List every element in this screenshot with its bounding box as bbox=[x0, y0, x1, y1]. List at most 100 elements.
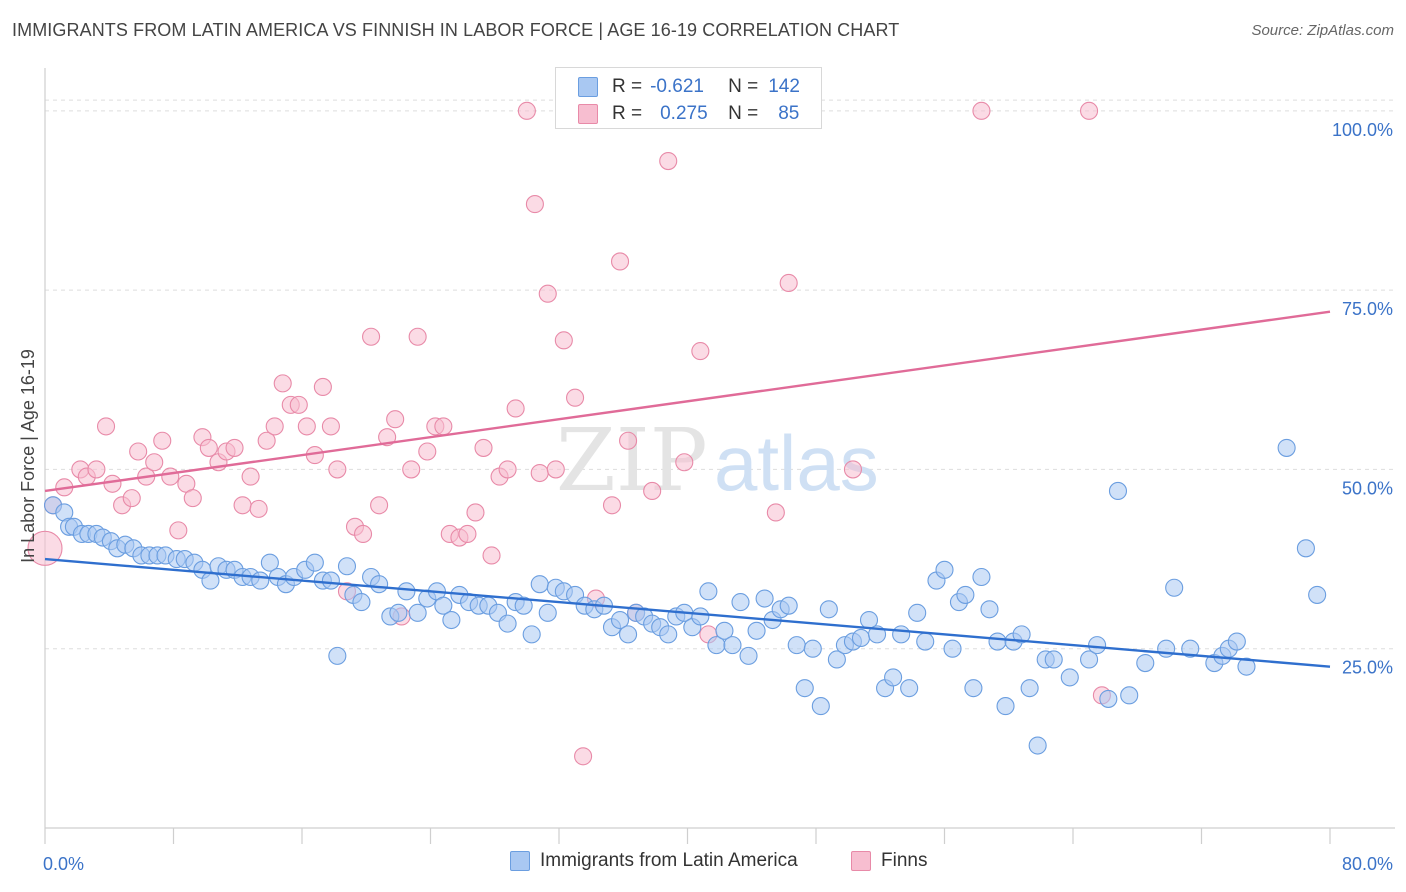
immigrants-point bbox=[699, 582, 718, 601]
finns-point bbox=[972, 101, 991, 120]
legend-row-immigrants: R = -0.621 N = 142 bbox=[578, 73, 800, 101]
legend-n-value: 142 bbox=[768, 76, 800, 97]
finns-point bbox=[602, 496, 622, 515]
immigrants-point bbox=[988, 632, 1007, 651]
immigrants-point bbox=[397, 582, 416, 601]
gridlines bbox=[45, 99, 1395, 650]
finns-point bbox=[386, 410, 405, 429]
finns-point bbox=[466, 503, 485, 522]
finns-point bbox=[546, 460, 565, 479]
finns-point bbox=[766, 503, 785, 522]
finns-point bbox=[610, 252, 630, 271]
trend-lines bbox=[44, 310, 1331, 668]
immigrants-point bbox=[1028, 736, 1047, 755]
finns-point bbox=[779, 273, 798, 293]
finns-point bbox=[691, 342, 710, 361]
finns-point bbox=[249, 499, 268, 518]
finns-point bbox=[257, 431, 276, 450]
immigrants-point bbox=[956, 585, 975, 604]
immigrants-point bbox=[1296, 539, 1315, 558]
immigrants-point bbox=[498, 614, 517, 633]
immigrants-point bbox=[803, 639, 822, 658]
immigrants-point bbox=[1060, 668, 1079, 687]
finns-point bbox=[619, 431, 638, 450]
legend-r-label: R = bbox=[612, 103, 643, 124]
immigrants-point bbox=[1044, 650, 1063, 669]
finns-point bbox=[145, 453, 164, 472]
finns-point bbox=[241, 467, 260, 486]
finns-point bbox=[153, 431, 172, 450]
tick-labels: 25.0% 50.0% 75.0% 100.0% 0.0% 80.0% bbox=[43, 120, 1393, 874]
finns-point bbox=[103, 474, 122, 493]
legend-swatch-pink bbox=[578, 104, 598, 124]
legend-r-value: -0.621 bbox=[650, 76, 704, 97]
immigrants-point bbox=[723, 636, 742, 655]
immigrants-point bbox=[659, 625, 678, 644]
immigrants-point bbox=[352, 593, 371, 612]
legend-n-label: N = bbox=[728, 76, 759, 97]
finns-point bbox=[498, 460, 517, 479]
finns-point bbox=[183, 489, 202, 508]
source-credit: Source: ZipAtlas.com bbox=[1251, 22, 1394, 39]
finns-point bbox=[265, 417, 284, 436]
finns-point bbox=[474, 438, 493, 457]
immigrants-point bbox=[779, 596, 798, 615]
immigrants-point bbox=[1136, 654, 1155, 673]
finns-point bbox=[27, 530, 63, 566]
immigrants-point bbox=[916, 632, 935, 651]
immigrants-point bbox=[964, 679, 983, 698]
immigrants-point bbox=[1012, 625, 1031, 644]
finns-point bbox=[273, 374, 292, 393]
immigrants-point bbox=[715, 621, 734, 640]
chart-title: IMMIGRANTS FROM LATIN AMERICA VS FINNISH… bbox=[12, 20, 900, 40]
finns-point bbox=[458, 524, 477, 544]
finns-point bbox=[566, 388, 585, 407]
immigrants-point bbox=[935, 560, 954, 579]
immigrants-point bbox=[739, 646, 758, 665]
finns-point bbox=[574, 747, 593, 766]
finns-point bbox=[538, 284, 557, 303]
immigrants-point bbox=[328, 646, 347, 665]
immigrants-point bbox=[1088, 636, 1107, 655]
immigrants-point bbox=[884, 668, 903, 687]
legend-r-value: 0.275 bbox=[660, 103, 708, 124]
immigrants-point bbox=[1227, 632, 1246, 651]
immigrants-point bbox=[787, 636, 806, 655]
finns-point bbox=[199, 438, 218, 457]
y-axis-label: In Labor Force | Age 16-19 bbox=[18, 349, 38, 563]
immigrants-point bbox=[972, 567, 991, 587]
immigrants-point bbox=[1237, 657, 1256, 676]
legend-r-label: R = bbox=[612, 76, 643, 97]
immigrants-point bbox=[1181, 639, 1200, 658]
x-tick-label: 80.0% bbox=[1342, 854, 1393, 874]
finns-point bbox=[370, 496, 389, 515]
zipatlas-watermark: ZIP atlas bbox=[556, 411, 879, 511]
immigrants-point bbox=[1099, 689, 1118, 708]
y-tick-label: 100.0% bbox=[1332, 120, 1393, 140]
finns-point bbox=[506, 399, 525, 418]
immigrants-point bbox=[747, 621, 766, 640]
finns-point bbox=[313, 377, 332, 397]
finns-point bbox=[297, 417, 316, 436]
finns-point bbox=[362, 327, 381, 346]
finns-point bbox=[233, 496, 252, 515]
legend-swatch-blue bbox=[578, 77, 598, 97]
immigrants-point bbox=[434, 596, 453, 615]
immigrants-point bbox=[892, 625, 911, 644]
immigrants-point bbox=[514, 596, 533, 615]
immigrants-point bbox=[731, 593, 750, 612]
bottom-legend-finns: Finns bbox=[851, 850, 927, 872]
immigrants-point bbox=[996, 697, 1015, 716]
finns-point bbox=[408, 327, 427, 346]
immigrants-point bbox=[1108, 481, 1128, 500]
immigrants-point bbox=[943, 639, 962, 658]
finns-point bbox=[659, 152, 678, 171]
immigrants-point bbox=[389, 603, 408, 622]
immigrants-point bbox=[1157, 639, 1176, 658]
immigrants-point bbox=[900, 679, 919, 698]
finns-point bbox=[129, 442, 148, 461]
finns-point bbox=[843, 460, 862, 479]
immigrants-point bbox=[1165, 578, 1184, 597]
axes bbox=[44, 68, 1395, 844]
finns-point bbox=[418, 442, 437, 461]
